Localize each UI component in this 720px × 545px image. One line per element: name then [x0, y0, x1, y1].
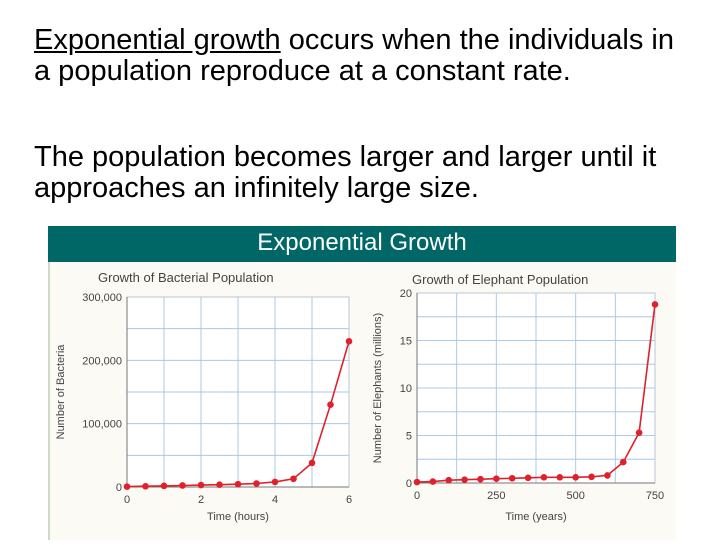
- data-point: [290, 475, 297, 483]
- data-point: [556, 474, 564, 481]
- y-tick-label: 0: [406, 478, 412, 490]
- data-point: [651, 301, 659, 308]
- data-point: [445, 476, 453, 484]
- y-tick-label: 200,000: [82, 355, 122, 367]
- data-point: [234, 480, 242, 488]
- data-point: [461, 476, 468, 483]
- figure-banner: Exponential Growth: [48, 226, 676, 262]
- data-point: [271, 478, 279, 486]
- data-point: [345, 338, 353, 345]
- y-axis-label: Number of Bacteria: [55, 344, 67, 440]
- x-axis-label: Time (years): [505, 511, 566, 523]
- x-tick-label: 0: [124, 494, 130, 506]
- data-point: [604, 472, 611, 479]
- data-point: [160, 482, 168, 490]
- y-tick-label: 5: [406, 431, 412, 443]
- x-tick-label: 6: [346, 494, 352, 506]
- x-tick-label: 250: [487, 490, 505, 502]
- data-point: [588, 473, 595, 481]
- y-tick-label: 10: [400, 383, 412, 395]
- intro-text: occurs when the individuals in a populat…: [34, 24, 674, 87]
- y-tick-label: 100,000: [82, 419, 122, 431]
- series-line: [416, 304, 656, 483]
- x-tick-label: 2: [198, 494, 204, 506]
- y-tick-label: 0: [116, 482, 122, 494]
- chart-title: Growth of Bacterial Population: [98, 270, 274, 285]
- data-point: [197, 481, 205, 489]
- data-point: [327, 401, 334, 408]
- y-tick-label: 300,000: [82, 292, 122, 304]
- x-tick-label: 750: [646, 490, 664, 502]
- data-point: [429, 478, 437, 485]
- data-point: [477, 475, 484, 483]
- y-tick-label: 15: [400, 336, 412, 348]
- x-axis-label: Time (hours): [207, 511, 269, 523]
- second-paragraph: The population becomes larger and larger…: [34, 141, 657, 204]
- data-point: [308, 459, 316, 467]
- data-point: [216, 481, 223, 489]
- figure-panel: Growth of Bacterial Population 0 100,000 20…: [48, 262, 676, 540]
- chart-title: Growth of Elephant Population: [412, 272, 588, 287]
- x-tick-label: 500: [566, 490, 584, 502]
- charts-svg: Growth of Bacterial Population0100,00020…: [55, 270, 664, 523]
- data-point: [413, 478, 421, 486]
- data-point: [619, 458, 627, 466]
- data-point: [123, 483, 131, 490]
- data-point: [540, 474, 548, 481]
- x-tick-label: 4: [272, 494, 278, 506]
- y-tick-label: 20: [400, 288, 412, 300]
- data-point: [572, 474, 579, 481]
- data-point: [635, 429, 643, 436]
- data-point: [142, 482, 149, 490]
- y-axis-label: Number of Elephants (millions): [372, 313, 384, 463]
- data-point: [179, 482, 186, 489]
- x-tick-label: 0: [414, 490, 420, 502]
- data-point: [524, 474, 532, 482]
- data-point: [253, 480, 260, 487]
- data-point: [493, 475, 500, 483]
- key-term: Exponential growth: [34, 24, 281, 56]
- intro-paragraph: Exponential growth occurs when the indiv…: [34, 25, 694, 87]
- data-point: [508, 474, 516, 482]
